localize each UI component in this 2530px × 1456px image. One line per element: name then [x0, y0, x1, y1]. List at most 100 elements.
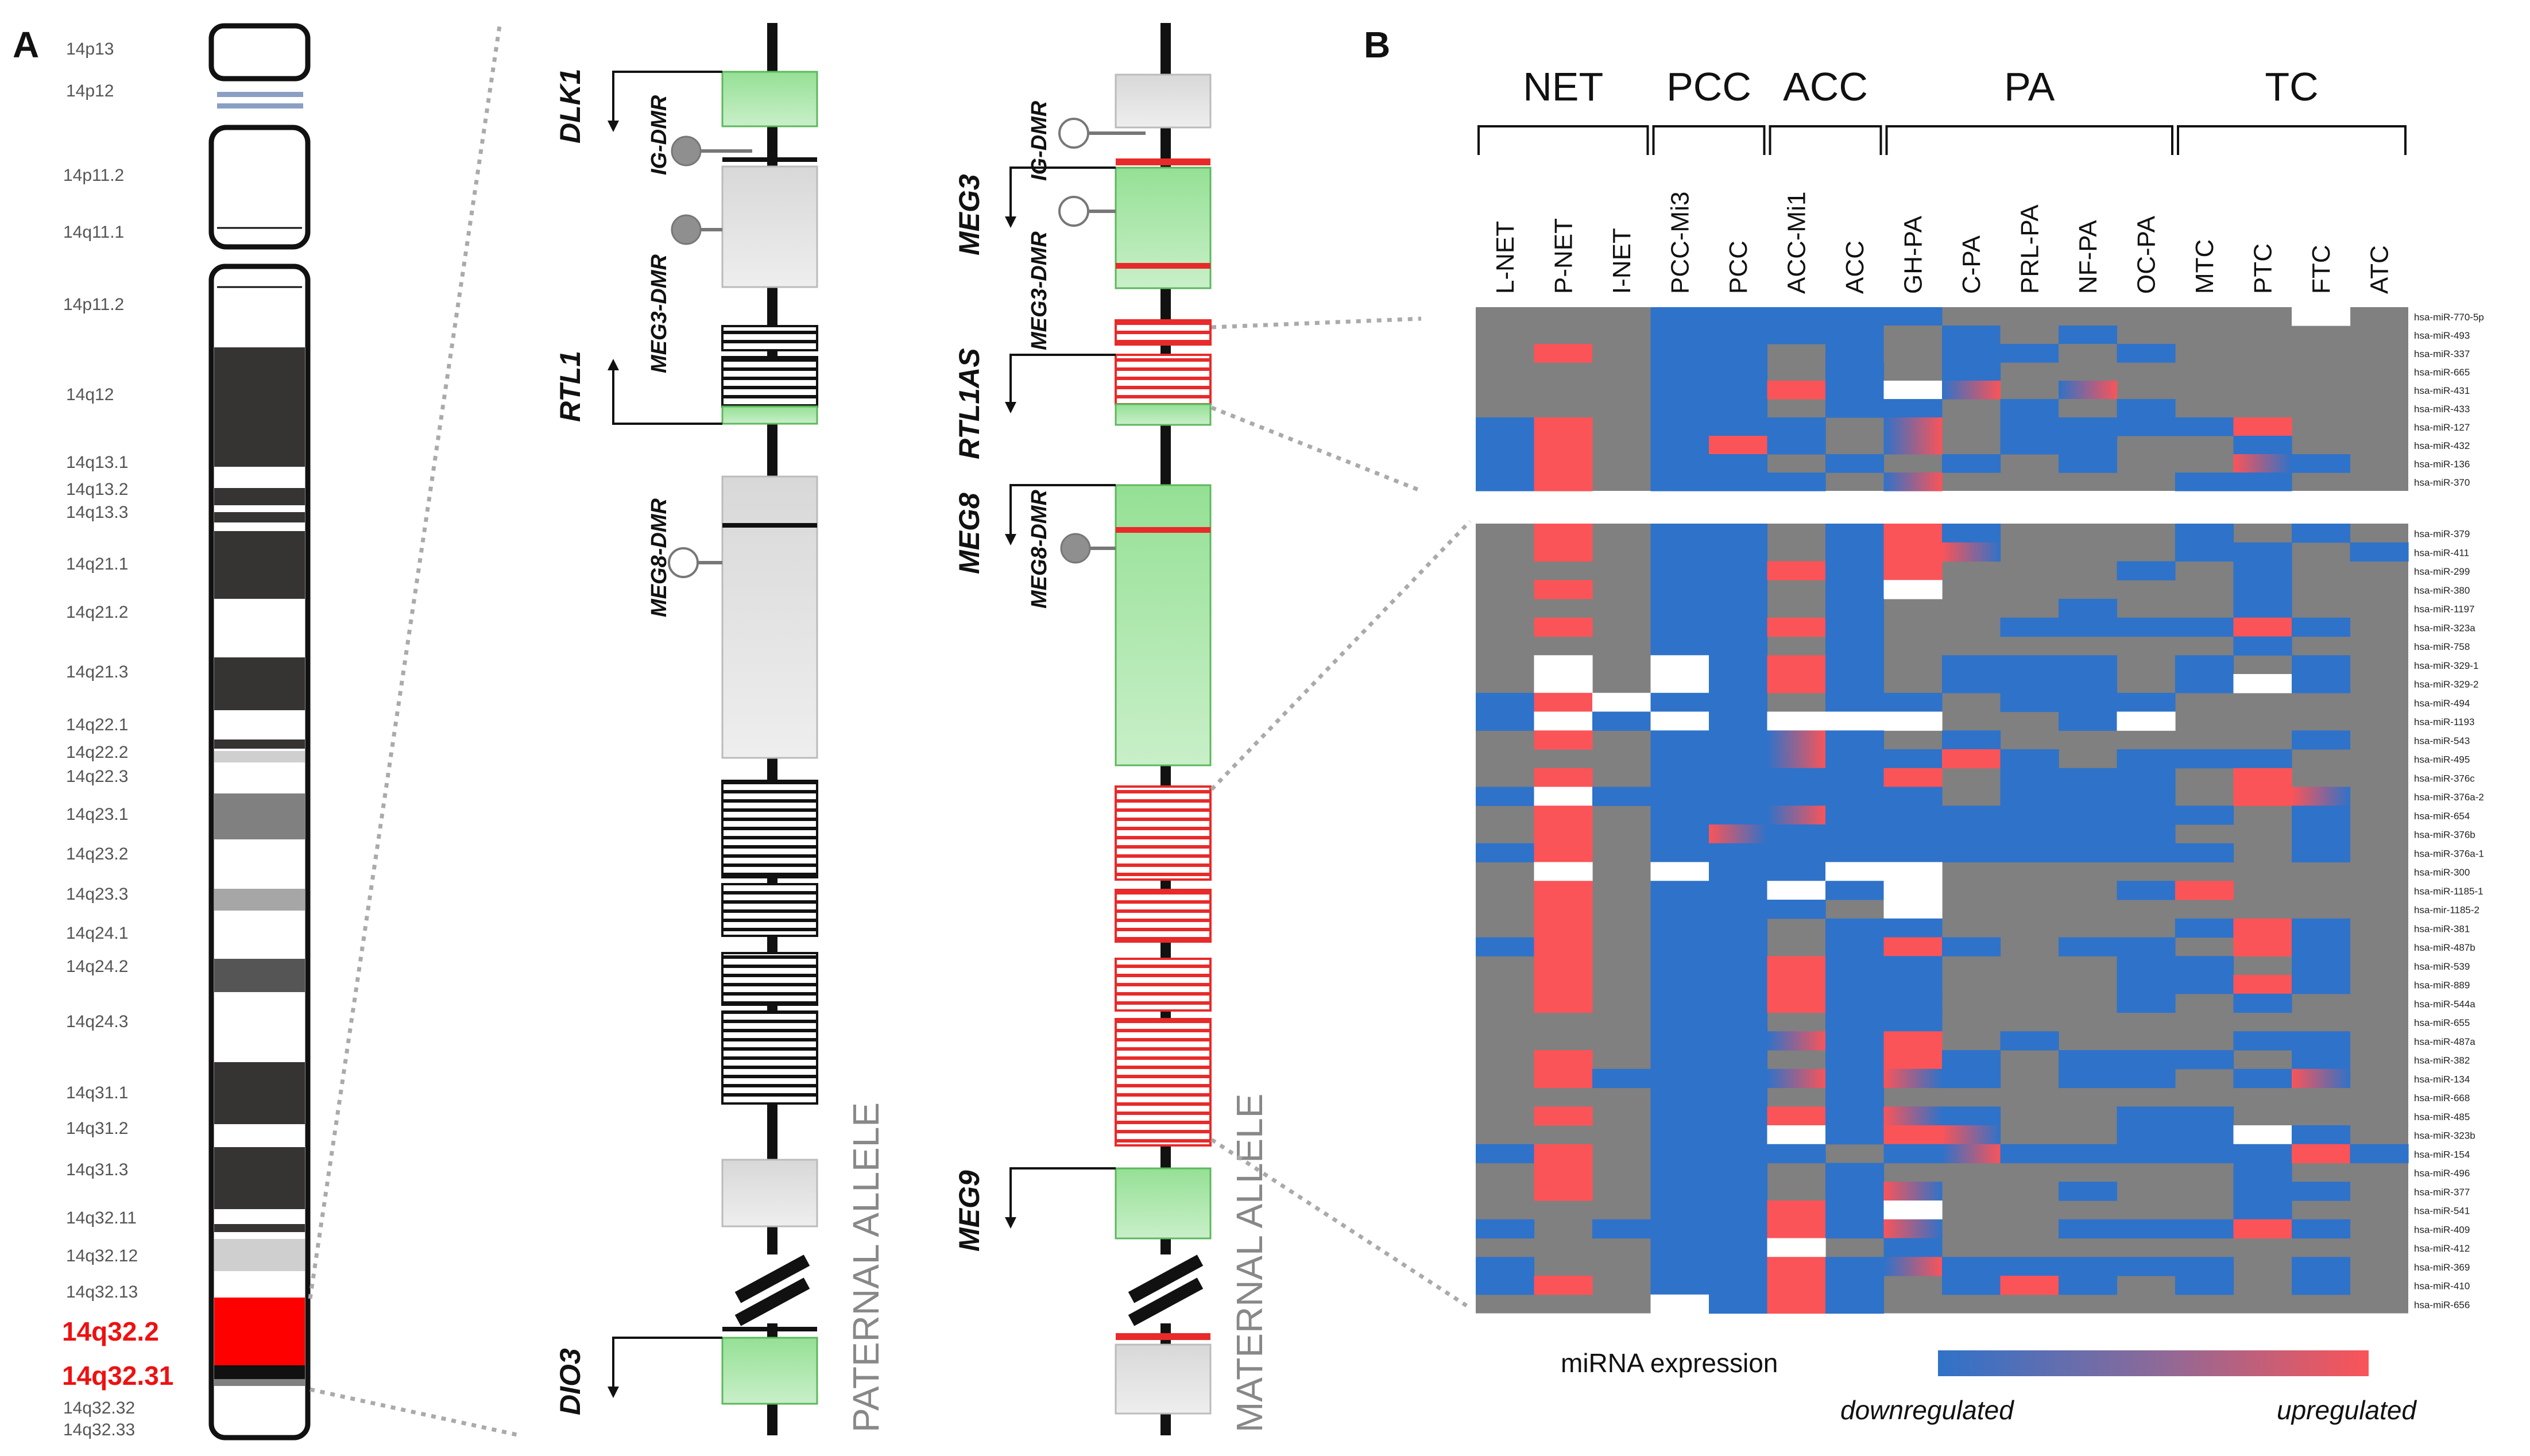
heatmap-cell [1883, 956, 1943, 975]
heatmap-cell [1767, 711, 1826, 731]
heatmap-cell [2350, 542, 2409, 562]
heatmap-cell [1709, 344, 1768, 363]
zoom-line [1210, 520, 1472, 791]
row-label: hsa-miR-411 [2414, 547, 2469, 558]
column-label: ACC-Mi1 [1782, 192, 1811, 294]
heatmap-cell [1883, 1106, 1943, 1126]
heatmap-cell [1825, 730, 1885, 750]
heatmap-cell [1825, 918, 1885, 938]
heatmap-cell [1592, 692, 1651, 712]
heatmap-cell [1650, 344, 1709, 363]
heatmap-cell [2233, 344, 2292, 363]
heatmap-cell [1825, 381, 1885, 400]
band-label: 14q13.3 [66, 503, 128, 522]
row-label: hsa-miR-770-5p [2414, 312, 2484, 323]
heatmap-cell [1592, 307, 1651, 326]
band-label: 14q32.32 [63, 1399, 135, 1418]
heatmap-cell [2292, 524, 2351, 543]
heatmap-cell [1709, 1219, 1768, 1239]
heatmap-cell [2292, 1068, 2351, 1089]
row-label: hsa-miR-127 [2414, 422, 2470, 433]
heatmap-cell [1825, 1031, 1885, 1051]
heatmap-cell [1825, 344, 1885, 363]
heatmap-cell [2175, 749, 2234, 769]
heatmap-cell [1767, 561, 1826, 580]
heatmap-cell [1709, 918, 1768, 938]
heatmap-cell [1709, 542, 1768, 562]
heatmap-cell [1883, 711, 1943, 731]
heatmap-cell [1650, 1238, 1709, 1257]
heatmap-cell [2000, 768, 2059, 788]
heatmap-cell [1942, 1125, 2001, 1145]
heatmap-cell [1825, 937, 1885, 957]
row-label: hsa-miR-300 [2414, 867, 2470, 878]
heatmap-cell [1534, 436, 1593, 455]
heatmap-cell [1650, 1031, 1709, 1051]
heatmap-cell [2175, 524, 2234, 543]
heatmap-cell [1883, 806, 1943, 825]
group-bracket [1477, 125, 1649, 155]
heatmap-cell [2000, 1144, 2059, 1164]
heatmap-cell [1883, 1219, 1943, 1239]
heatmap-cell [1942, 843, 2001, 863]
heatmap-cell [2059, 617, 2118, 637]
heatmap-cell [1942, 1257, 2001, 1276]
heatmap-cell [1650, 1087, 1709, 1107]
heatmap-cell [1883, 399, 1943, 418]
heatmap-cell [2117, 1068, 2176, 1089]
heatmap-cell [2000, 787, 2059, 806]
heatmap-cell [2175, 1219, 2234, 1239]
dmr-label-meg3: MEG3-DMR [647, 254, 671, 373]
heatmap-cell [1534, 1050, 1593, 1070]
heatmap-cell [1709, 1125, 1768, 1145]
heatmap-cell [2292, 307, 2351, 326]
maternal-allele-map [1005, 23, 1212, 1435]
heatmap-cell [1592, 362, 1651, 381]
heatmap-cell [1709, 1201, 1768, 1220]
heatmap-cell [1650, 975, 1709, 994]
heatmap-cell [1709, 655, 1768, 675]
gene-label-rtl1: RTL1 [554, 351, 586, 422]
heatmap-cell [1883, 307, 1943, 326]
heatmap-cell [2059, 599, 2118, 618]
heatmap-cell [1709, 1087, 1768, 1107]
heatmap-cell [1883, 787, 1943, 806]
heatmap-cell [1476, 473, 1535, 491]
heatmap-cell [1767, 617, 1826, 637]
heatmap-cell [1650, 881, 1709, 900]
column-label: NF-PA [2074, 220, 2102, 294]
heatmap-cell [1650, 326, 1709, 344]
heatmap-cell [2175, 655, 2234, 675]
row-label: hsa-miR-656 [2414, 1299, 2470, 1310]
heatmap-cell [2117, 787, 2176, 806]
heatmap-cell [1767, 655, 1826, 675]
column-label: L-NET [1491, 221, 1519, 294]
heatmap-cell [2292, 787, 2351, 806]
legend-high-label: upregulated [2277, 1395, 2417, 1425]
band-label-highlight: 14q32.2 [62, 1316, 159, 1346]
heatmap-cell [2059, 1219, 2118, 1239]
heatmap-cell [2292, 454, 2351, 473]
heatmap-cell [1942, 937, 2001, 957]
row-label: hsa-miR-323a [2414, 622, 2475, 633]
heatmap-cell [1709, 1031, 1768, 1051]
heatmap-cell [2000, 326, 2059, 344]
heatmap-cell [1767, 473, 1826, 491]
heatmap-cell [2059, 1068, 2118, 1089]
heatmap-cell [2233, 1182, 2292, 1201]
heatmap-cell [1709, 1106, 1768, 1126]
heatmap-cell [1767, 900, 1826, 919]
row-label: hsa-miR-433 [2414, 404, 2470, 415]
heatmap-cell [1767, 1238, 1826, 1257]
heatmap-cell [1709, 362, 1768, 381]
heatmap-cell [2292, 617, 2351, 637]
row-label: hsa-miR-494 [2414, 698, 2470, 708]
heatmap-cell [1883, 561, 1943, 580]
heatmap-cell [2117, 1106, 2176, 1126]
heatmap-cell [2175, 473, 2234, 491]
heatmap-cell [1650, 1294, 1709, 1314]
row-label: hsa-miR-889 [2414, 980, 2470, 991]
heatmap-cell [1709, 787, 1768, 806]
gene-label-meg9: MEG9 [953, 1170, 985, 1252]
heatmap-cell [2059, 768, 2118, 788]
